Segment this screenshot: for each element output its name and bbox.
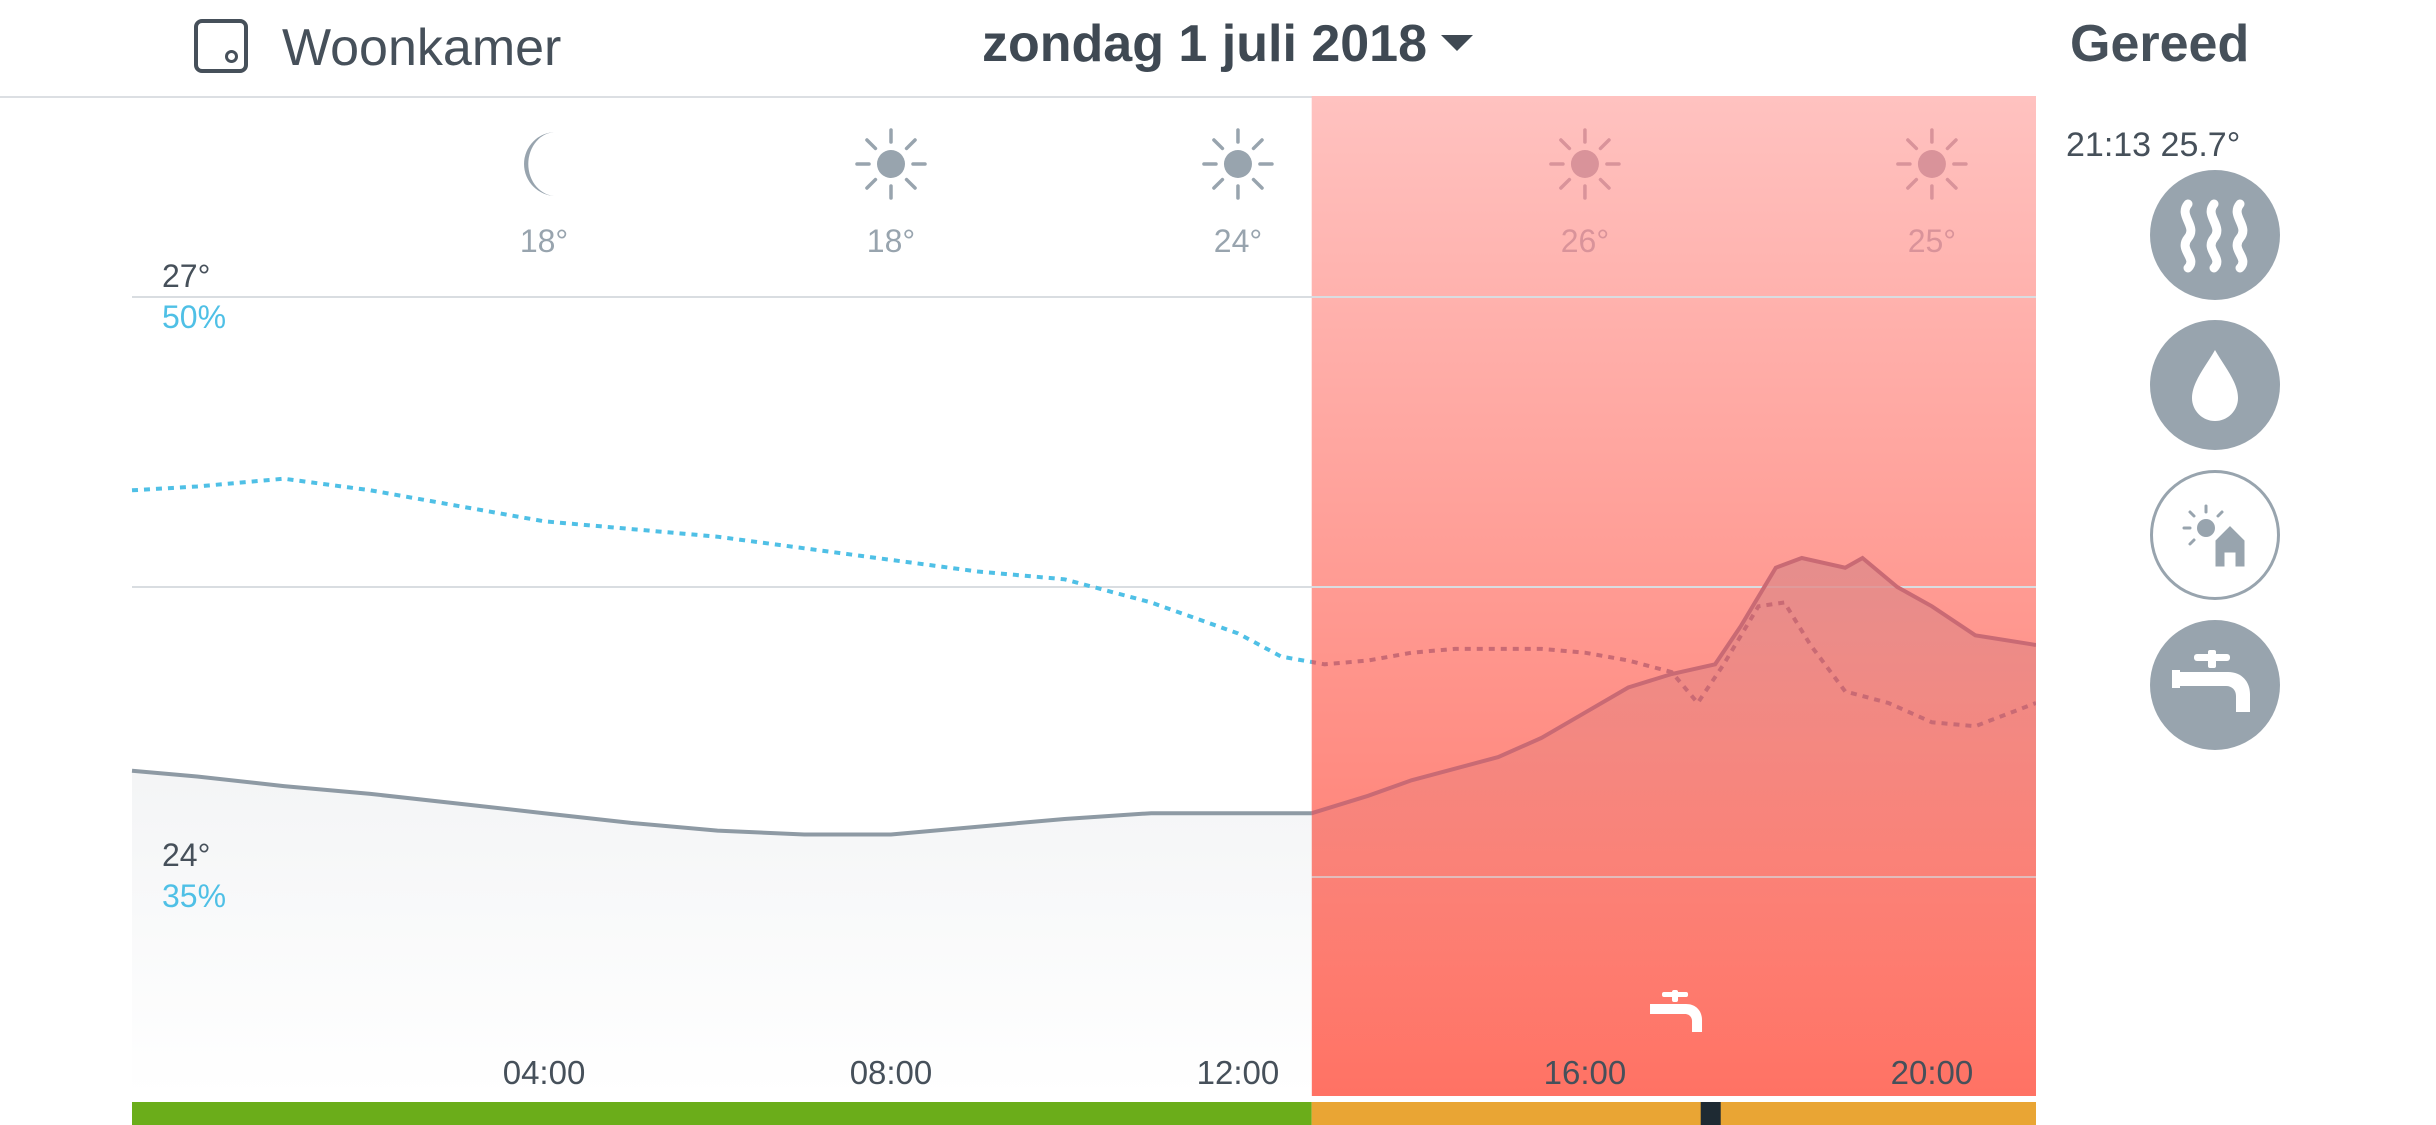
caret-down-icon [1441,35,1474,51]
temperature-line [131,768,1312,837]
weather-temp-label: 26° [1561,223,1609,259]
water-drop-icon [2192,350,2238,421]
humidity-line [131,476,1312,665]
heating-button[interactable] [2150,170,2280,300]
y-axis-min-temp: 24° [162,837,210,873]
weather-temp-label: 25° [1908,223,1956,259]
temperature-chart[interactable]: 18° 18° 24° 26° 25° 27° 50% 24° 35% 04:00 08:… [0,96,2036,1125]
x-tick-label: 12:00 [1197,1054,1280,1091]
moon-icon [524,132,557,196]
sun-icon [1202,128,1274,200]
temperature-area [132,770,1312,1096]
humidity-button[interactable] [2150,320,2280,450]
date-selector[interactable]: zondag 1 juli 2018 [982,14,1474,84]
heating-waves-icon [2180,199,2248,273]
weather-temp-label: 18° [520,223,568,259]
side-panel: 21:13 25.7° [2036,96,2436,1125]
sun-icon [855,128,927,200]
done-button[interactable]: Gereed [2070,15,2250,73]
sun-house-icon [2182,504,2248,570]
current-time-marker [1700,1102,1721,1125]
room-icon[interactable] [194,19,248,73]
weather-temp-label: 18° [867,223,915,259]
y-axis-min-humidity: 35% [162,878,226,914]
room-name[interactable]: Woonkamer [282,19,562,77]
x-tick-label: 16:00 [1544,1054,1627,1091]
top-bar: Woonkamer zondag 1 juli 2018 Gereed [0,0,2436,98]
water-tap-icon [1650,990,1703,1032]
x-tick-label: 08:00 [850,1054,933,1091]
y-axis-max-humidity: 50% [162,299,226,335]
sun-icon [1896,128,1968,200]
outdoor-weather-button[interactable] [2150,470,2280,600]
temperature-line-heating [1311,555,2036,816]
y-axis-max-temp: 27° [162,258,210,294]
date-label: zondag 1 juli 2018 [982,15,1428,73]
status-bar-segment-heating [1311,1102,2036,1125]
sun-icon [1549,128,1621,200]
weather-temp-label: 24° [1214,223,1262,259]
water-tap-icon [2172,650,2250,712]
x-tick-label: 04:00 [503,1054,586,1091]
hot-water-button[interactable] [2150,620,2280,750]
current-reading: 21:13 25.7° [2066,126,2241,164]
x-tick-label: 20:00 [1891,1054,1974,1091]
status-bar-segment-normal [132,1102,1312,1125]
